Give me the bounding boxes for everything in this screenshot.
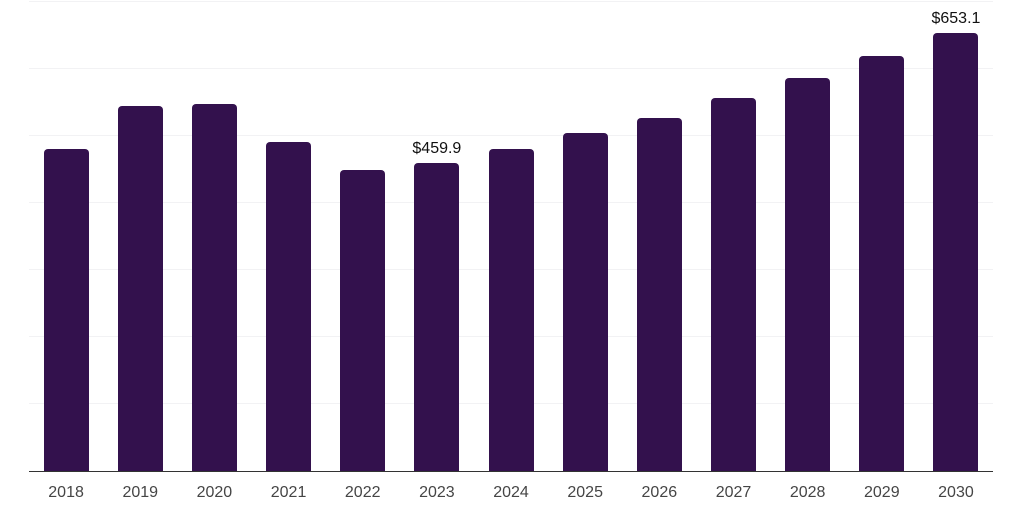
bar-2030: $653.1 — [931, 10, 980, 471]
bar-slot-2024 — [474, 2, 548, 471]
x-tick-2029: 2029 — [864, 484, 900, 501]
bar-2022 — [340, 170, 386, 471]
x-tick-2020: 2020 — [196, 484, 233, 501]
bar-2021 — [266, 142, 312, 471]
x-tick-2024: 2024 — [493, 484, 529, 501]
x-tick-2022: 2022 — [344, 484, 381, 501]
x-tick-2018: 2018 — [48, 484, 84, 501]
bar-slot-2029 — [845, 2, 919, 471]
x-tick-2030: 2030 — [938, 484, 974, 501]
x-axis: 2018 2019 2020 2021 2022 2023 2024 2025 2026 2027… — [29, 472, 993, 502]
data-label-2023: $459.9 — [412, 139, 462, 157]
x-tick-2026: 2026 — [641, 484, 678, 501]
bar-slot-2019 — [103, 2, 177, 471]
bar-slot-2018 — [29, 2, 103, 471]
x-tick-2021: 2021 — [270, 484, 307, 501]
x-tick-2028: 2028 — [789, 484, 826, 501]
bar-2023: $459.9 — [412, 140, 461, 471]
bar-2029 — [859, 56, 905, 471]
bar-2027 — [710, 98, 756, 471]
bar-2019 — [117, 105, 163, 471]
bar-slot-2027 — [696, 2, 770, 471]
plot-area: $459.9 $653.1 — [29, 1, 993, 472]
bar-2024 — [488, 149, 534, 471]
bar-series: $459.9 $653.1 — [29, 2, 993, 471]
bar-2020 — [191, 103, 237, 471]
bar-slot-2026 — [622, 2, 696, 471]
bar-slot-2028 — [771, 2, 845, 471]
x-tick-2027: 2027 — [715, 484, 752, 501]
gridline-700 — [29, 1, 993, 2]
bar-slot-2022 — [326, 2, 400, 471]
gridline-600 — [29, 68, 993, 69]
bar-2025 — [562, 133, 608, 471]
bar-slot-2030: $653.1 — [919, 2, 993, 471]
gridline-500 — [29, 135, 993, 136]
bar-slot-2021 — [251, 2, 325, 471]
x-tick-2025: 2025 — [567, 484, 603, 501]
x-tick-2023: 2023 — [419, 484, 455, 501]
bar-slot-2025 — [548, 2, 622, 471]
bar-slot-2023: $459.9 — [400, 2, 474, 471]
bar-slot-2020 — [177, 2, 251, 471]
bar-2028 — [785, 78, 831, 471]
bar-2018 — [43, 148, 89, 471]
x-tick-2019: 2019 — [122, 484, 159, 501]
data-label-2030: $653.1 — [931, 10, 981, 28]
bar-2026 — [636, 117, 682, 471]
